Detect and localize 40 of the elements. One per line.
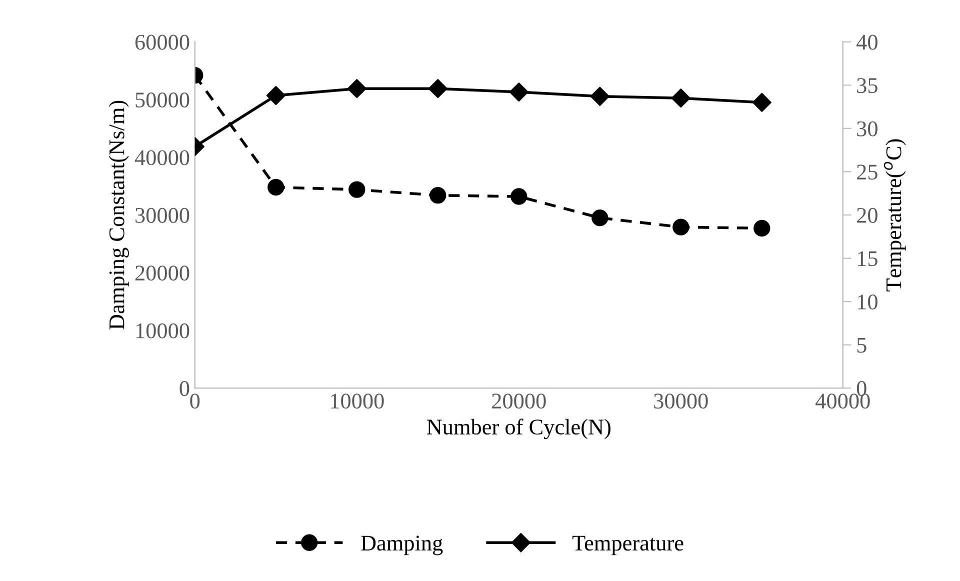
y-tick-label: 60000 — [135, 34, 190, 50]
x-tick-label: 40000 — [816, 394, 870, 409]
y-tick-label: 50000 — [136, 92, 190, 108]
legend-label: Damping — [361, 536, 443, 556]
x-tick-label: 10000 — [331, 394, 384, 409]
y2-tick-label: 25 — [857, 164, 878, 180]
x-tick-label: 30000 — [654, 394, 708, 409]
point — [430, 187, 446, 204]
y-axis-title: Damping Constant(Ns/m) — [108, 100, 129, 330]
y-tick-label: 0 — [180, 381, 190, 396]
point — [428, 79, 448, 98]
y2-tick-label: 30 — [857, 121, 878, 136]
point — [347, 79, 366, 98]
point — [752, 92, 772, 112]
y2-tick-label: 15 — [858, 251, 878, 266]
y2-tick-label: 40 — [856, 34, 878, 50]
y2-tick-label: 35 — [857, 78, 878, 94]
y-tick-label: 10000 — [136, 323, 190, 338]
point — [592, 210, 608, 226]
y2-tick-label: 20 — [857, 208, 878, 223]
y-tick-label: 30000 — [136, 208, 190, 223]
point — [268, 178, 284, 196]
legend-label: Temperature — [572, 536, 684, 556]
x-tick-label: 0 — [190, 394, 200, 409]
y2-tick-label: 0 — [856, 381, 866, 396]
point — [266, 86, 286, 106]
point — [590, 86, 610, 106]
point — [509, 82, 528, 102]
y-tick-label: 40000 — [134, 150, 190, 166]
y-tick-label: 20000 — [135, 266, 190, 281]
x-axis-title: Number of Cycle(N) — [426, 418, 610, 440]
point — [671, 88, 690, 108]
point — [754, 220, 770, 237]
point — [510, 188, 528, 205]
y2-tick-label: 10 — [858, 294, 878, 310]
point — [672, 218, 690, 236]
y2-axis-title: Temperature($^{o}$C) — [884, 139, 906, 292]
y2-tick-label: 5 — [857, 338, 866, 353]
point — [348, 181, 366, 198]
x-tick-label: 20000 — [492, 394, 546, 409]
